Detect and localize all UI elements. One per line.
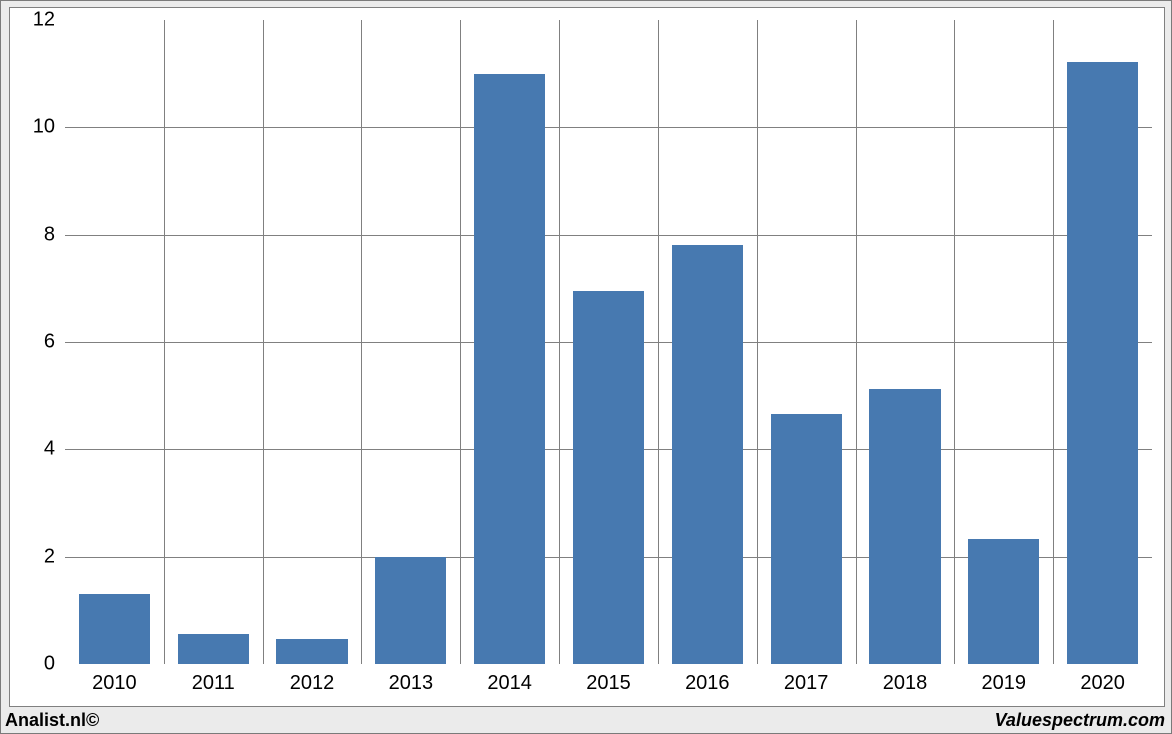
bar [474, 74, 545, 664]
x-axis-tick-label: 2020 [1080, 672, 1125, 695]
bar [1067, 62, 1138, 664]
y-axis-tick-label: 8 [44, 223, 55, 246]
y-axis-tick-label: 6 [44, 331, 55, 354]
gridline-vertical [1053, 20, 1054, 664]
bar [276, 639, 347, 664]
gridline-vertical [263, 20, 264, 664]
bar [869, 389, 940, 664]
bar [968, 539, 1039, 664]
gridline-vertical [460, 20, 461, 664]
gridline-vertical [757, 20, 758, 664]
y-axis-tick-label: 10 [33, 116, 55, 139]
footer-left-credit: Analist.nl© [5, 710, 99, 731]
x-axis-tick-label: 2013 [389, 672, 434, 695]
x-axis-tick-label: 2018 [883, 672, 928, 695]
x-axis-tick-label: 2011 [192, 672, 235, 695]
y-axis-tick-label: 0 [44, 653, 55, 676]
gridline-vertical [954, 20, 955, 664]
y-axis-tick-label: 2 [44, 545, 55, 568]
footer-right-credit: Valuespectrum.com [995, 710, 1165, 731]
gridline-horizontal [65, 127, 1152, 128]
bar [178, 634, 249, 664]
bar [375, 557, 446, 664]
x-axis-tick-label: 2017 [784, 672, 829, 695]
y-axis-tick-label: 4 [44, 438, 55, 461]
x-axis-tick-label: 2019 [982, 672, 1027, 695]
bar [79, 594, 150, 664]
bar [672, 245, 743, 664]
plot-area: 0246810122010201120122013201420152016201… [65, 20, 1152, 664]
x-axis-tick-label: 2010 [92, 672, 137, 695]
gridline-horizontal [65, 235, 1152, 236]
x-axis-tick-label: 2016 [685, 672, 730, 695]
bar [771, 414, 842, 664]
x-axis-tick-label: 2012 [290, 672, 335, 695]
gridline-vertical [559, 20, 560, 664]
bar [573, 291, 644, 664]
x-axis-tick-label: 2015 [586, 672, 631, 695]
x-axis-tick-label: 2014 [487, 672, 532, 695]
gridline-vertical [164, 20, 165, 664]
gridline-vertical [658, 20, 659, 664]
plot-frame: 0 2 4 6 8 10 12 2010 2011 2012 2013 2014 2015 2016 201… [9, 7, 1165, 707]
y-axis-tick-label: 12 [33, 9, 55, 32]
gridline-vertical [361, 20, 362, 664]
gridline-vertical [856, 20, 857, 664]
chart-container: 0 2 4 6 8 10 12 2010 2011 2012 2013 2014 2015 2016 201… [0, 0, 1172, 734]
